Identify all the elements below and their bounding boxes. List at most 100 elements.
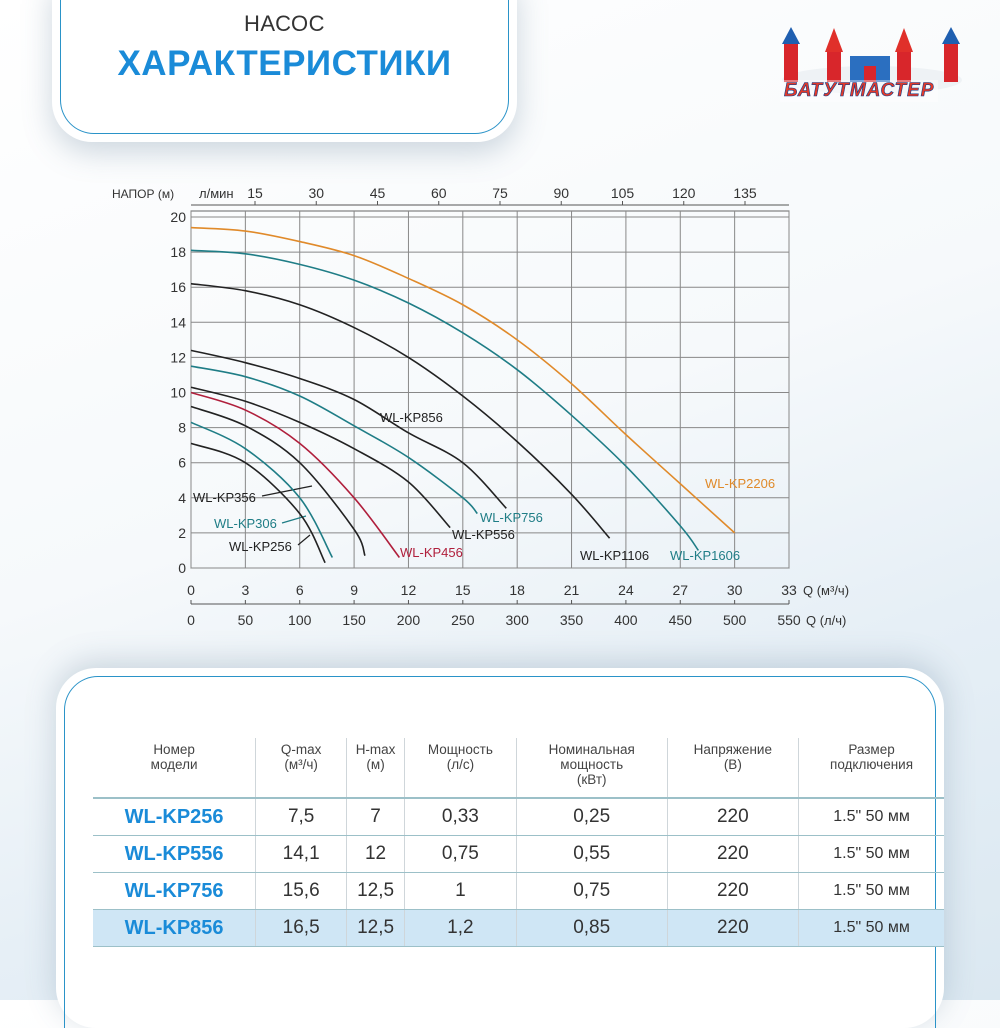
column-header: Напряжение (В) <box>666 738 799 799</box>
curve-label: WL-KP556 <box>452 527 515 542</box>
column-header: Мощность (л/с) <box>403 738 517 799</box>
table-row: WL-KP756 15,6 12,5 1 0,75 220 1.5" 50 мм <box>93 872 944 910</box>
table-row: WL-KP556 14,1 12 0,75 0,55 220 1.5" 50 мм <box>93 835 944 873</box>
table-cell: 220 <box>666 835 799 873</box>
curve-label: WL-KP1106 <box>580 548 649 563</box>
table-cell: 1.5" 50 мм <box>798 872 944 910</box>
x-tick-label: 0 <box>187 582 195 598</box>
table-cell: 7,5 <box>255 798 347 836</box>
column-header: Q-max (м³/ч) <box>255 738 347 799</box>
page-subtitle: НАСОС <box>244 11 325 36</box>
x-tick-label: 30 <box>727 582 743 598</box>
curve-label: WL-KP756 <box>480 510 543 525</box>
title-card: НАСОС ХАРАКТЕРИСТИКИ <box>52 0 517 142</box>
curve-wl-kp356 <box>190 405 366 557</box>
table-body: WL-KP256 7,5 7 0,33 0,25 220 1.5" 50 мм WL-KP55… <box>93 798 944 947</box>
y-tick-label: 2 <box>178 525 186 541</box>
table-cell: 1.5" 50 мм <box>798 835 944 873</box>
top-tick-label: 120 <box>672 185 696 201</box>
column-header: H-max (м) <box>346 738 405 799</box>
x2-tick-label: 0 <box>187 612 195 628</box>
table-cell: 1,2 <box>403 909 517 947</box>
top-tick-label: 105 <box>611 185 635 201</box>
table-cell: 0,75 <box>403 835 517 873</box>
column-header: Номинальная мощность (кВт) <box>515 738 668 799</box>
x-tick-label: 3 <box>241 582 249 598</box>
spec-table-card: Номер модели Q-max (м³/ч) H-max (м) Мощность (л… <box>56 668 944 1028</box>
column-header: Размер подключения <box>798 738 944 799</box>
y-axis-title: НАПОР (м) <box>112 187 174 201</box>
y-tick-label: 0 <box>178 560 186 576</box>
model-cell: WL-KP756 <box>93 872 256 910</box>
x2-tick-label: 100 <box>288 612 312 628</box>
curve-label: WL-KP306 <box>214 516 277 531</box>
y-tick-label: 10 <box>170 385 186 401</box>
x2-axis-title: Q (л/ч) <box>806 613 846 628</box>
y-tick-label: 4 <box>178 490 186 506</box>
table-cell: 7 <box>346 798 405 836</box>
curve-wl-kp756 <box>190 365 478 515</box>
curve-label: WL-KP1606 <box>670 548 740 563</box>
leader-line <box>261 485 313 497</box>
y-tick-label: 8 <box>178 420 186 436</box>
table-cell: 0,85 <box>515 909 668 947</box>
x2-tick-label: 450 <box>669 612 693 628</box>
x2-tick-label: 550 <box>777 612 801 628</box>
curve-wl-kp856 <box>190 349 507 509</box>
x-tick-label: 9 <box>350 582 358 598</box>
table-cell: 15,6 <box>255 872 347 910</box>
x-tick-label: 24 <box>618 582 634 598</box>
table-cell: 220 <box>666 872 799 910</box>
table-cell: 0,55 <box>515 835 668 873</box>
leader-line <box>297 534 311 546</box>
x2-tick-label: 400 <box>614 612 638 628</box>
top-tick-label: 135 <box>733 185 757 201</box>
table-cell: 16,5 <box>255 909 347 947</box>
top-tick-label: 75 <box>492 185 508 201</box>
x-tick-label: 15 <box>455 582 471 598</box>
title-card-border <box>60 0 509 134</box>
column-header: Номер модели <box>93 738 256 799</box>
y-tick-label: 12 <box>170 349 186 365</box>
top-tick-label: 60 <box>431 185 447 201</box>
y-tick-label: 16 <box>170 279 186 295</box>
top-axis-title: л/мин <box>199 186 234 201</box>
table-cell: 12 <box>346 835 405 873</box>
model-cell: WL-KP556 <box>93 835 256 873</box>
table-header-row: Номер модели Q-max (м³/ч) H-max (м) Мощность (л… <box>93 738 944 799</box>
y-tick-label: 6 <box>178 455 186 471</box>
curve-wl-kp256 <box>190 442 326 564</box>
x2-tick-label: 350 <box>560 612 584 628</box>
table-cell: 0,75 <box>515 872 668 910</box>
x2-tick-label: 200 <box>397 612 421 628</box>
table-cell: 1 <box>403 872 517 910</box>
x-tick-label: 33 <box>781 582 797 598</box>
curve-wl-kp456 <box>190 391 401 558</box>
top-tick-label: 30 <box>308 185 324 201</box>
x-tick-label: 6 <box>296 582 304 598</box>
curve-label: WL-KP2206 <box>705 476 775 491</box>
y-tick-label: 18 <box>170 244 186 260</box>
spec-table: Номер модели Q-max (м³/ч) H-max (м) Мощность (л… <box>93 738 944 947</box>
x-tick-label: 27 <box>672 582 688 598</box>
top-tick-label: 45 <box>370 185 386 201</box>
table-row: WL-KP256 7,5 7 0,33 0,25 220 1.5" 50 мм <box>93 798 944 836</box>
table-cell: 1.5" 50 мм <box>798 909 944 947</box>
y-tick-label: 20 <box>170 209 186 225</box>
x-tick-label: 18 <box>509 582 525 598</box>
curve-wl-kp2206 <box>190 226 736 534</box>
top-tick-label: 90 <box>553 185 569 201</box>
model-cell: WL-KP256 <box>93 798 256 836</box>
table-cell: 14,1 <box>255 835 347 873</box>
table-cell: 12,5 <box>346 909 405 947</box>
x2-tick-label: 50 <box>238 612 254 628</box>
curve-label: WL-KP456 <box>400 545 463 560</box>
castle-icon <box>782 27 962 94</box>
top-tick-label: 15 <box>247 185 263 201</box>
curve-wl-kp1606 <box>190 249 700 551</box>
curve-label: WL-KP856 <box>380 410 443 425</box>
table-cell: 1.5" 50 мм <box>798 798 944 836</box>
table-cell: 0,25 <box>515 798 668 836</box>
logo-text: БАТУТМАСТЕР <box>780 80 939 102</box>
x2-tick-label: 150 <box>342 612 366 628</box>
